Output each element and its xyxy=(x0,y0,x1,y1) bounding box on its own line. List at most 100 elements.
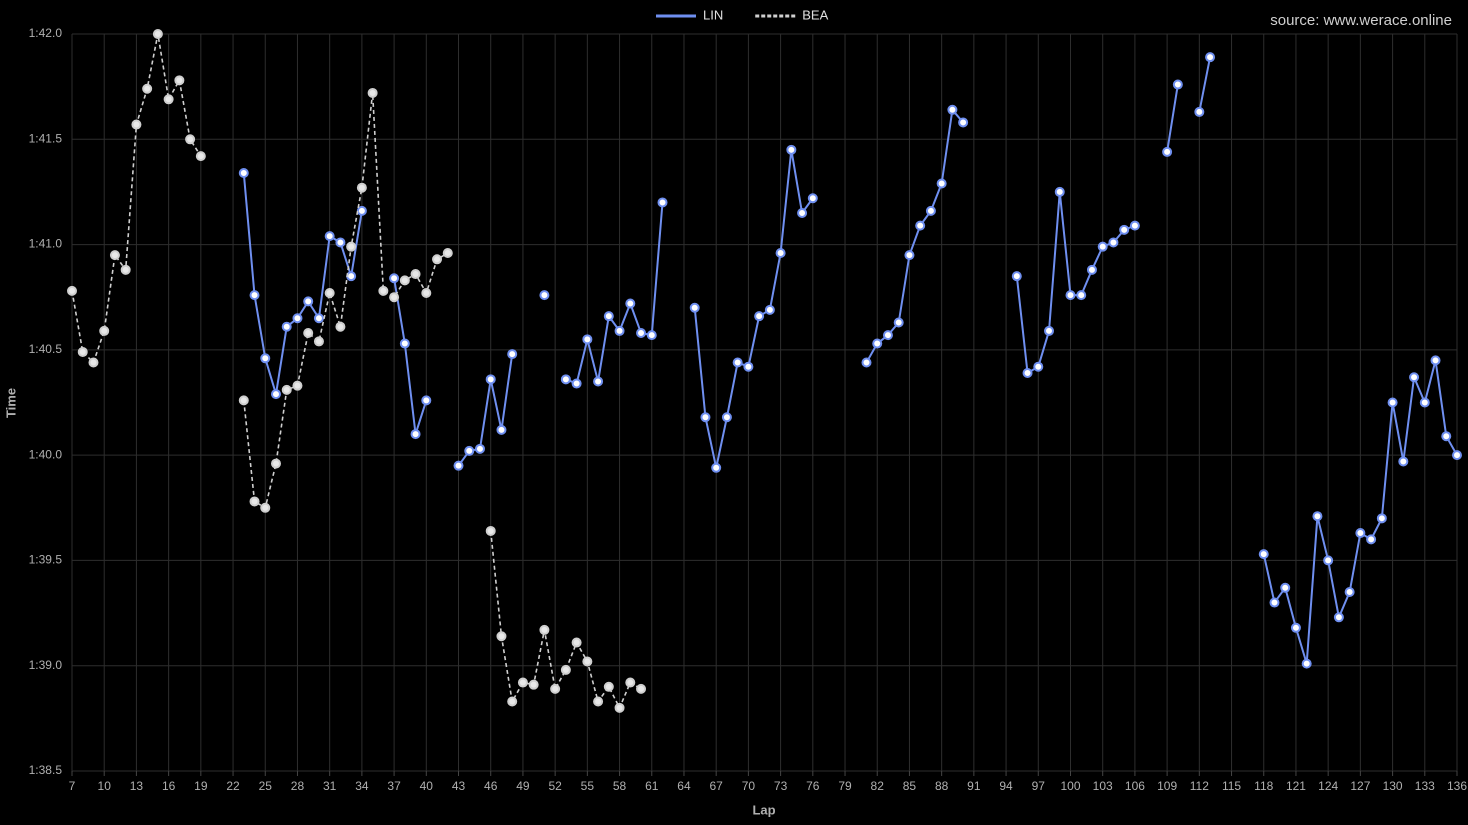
data-point xyxy=(292,313,303,324)
data-point xyxy=(496,631,507,642)
data-point xyxy=(432,254,443,265)
data-point xyxy=(238,167,249,178)
data-point xyxy=(346,241,357,252)
x-tick-label: 97 xyxy=(1032,779,1046,793)
x-tick-label: 22 xyxy=(226,779,240,793)
data-point xyxy=(99,325,110,336)
data-point xyxy=(367,87,378,98)
data-point xyxy=(270,458,281,469)
data-point xyxy=(292,380,303,391)
data-point xyxy=(163,94,174,105)
x-tick-label: 34 xyxy=(355,779,369,793)
x-tick-label: 118 xyxy=(1254,779,1273,793)
data-point xyxy=(464,445,475,456)
data-point xyxy=(1452,450,1462,461)
data-point xyxy=(1033,361,1044,372)
data-point xyxy=(485,525,496,536)
x-tick-label: 58 xyxy=(613,779,627,793)
x-tick-label: 25 xyxy=(259,779,273,793)
series-line xyxy=(242,56,1458,664)
y-tick-label: 1:40.0 xyxy=(29,447,63,461)
data-point xyxy=(303,296,314,307)
y-tick-label: 1:38.5 xyxy=(29,763,63,777)
data-point xyxy=(603,311,614,322)
data-point xyxy=(636,683,647,694)
data-point xyxy=(1205,52,1216,63)
data-point xyxy=(389,292,400,303)
x-tick-label: 7 xyxy=(69,779,76,793)
data-point xyxy=(625,298,636,309)
data-point xyxy=(1108,237,1119,248)
data-point xyxy=(1086,264,1097,275)
data-point xyxy=(721,412,732,423)
x-tick-label: 10 xyxy=(98,779,112,793)
data-point xyxy=(378,285,389,296)
x-tick-label: 52 xyxy=(548,779,562,793)
data-point xyxy=(560,374,571,385)
data-point xyxy=(582,334,593,345)
data-point xyxy=(550,683,561,694)
data-point xyxy=(614,325,625,336)
x-tick-label: 124 xyxy=(1318,779,1338,793)
data-point xyxy=(539,290,550,301)
data-point xyxy=(281,384,292,395)
data-point xyxy=(1376,513,1387,524)
data-point xyxy=(507,349,518,360)
data-point xyxy=(185,134,196,145)
data-point xyxy=(1301,658,1312,669)
data-point xyxy=(711,462,722,473)
data-point xyxy=(936,178,947,189)
data-point xyxy=(410,429,421,440)
x-tick-label: 94 xyxy=(999,779,1013,793)
data-point xyxy=(1419,397,1430,408)
data-point xyxy=(1441,431,1452,442)
data-point xyxy=(109,250,120,261)
x-tick-label: 16 xyxy=(162,779,176,793)
x-tick-label: 70 xyxy=(742,779,756,793)
data-point xyxy=(1333,612,1344,623)
data-point xyxy=(754,311,765,322)
data-point xyxy=(335,321,346,332)
x-tick-label: 76 xyxy=(806,779,820,793)
data-point xyxy=(1344,587,1355,598)
x-tick-label: 106 xyxy=(1125,779,1145,793)
data-point xyxy=(958,117,969,128)
data-point xyxy=(238,395,249,406)
data-point xyxy=(786,144,797,155)
data-point xyxy=(1194,106,1205,117)
data-point xyxy=(1065,290,1076,301)
data-point xyxy=(303,328,314,339)
data-point xyxy=(421,288,432,299)
x-tick-label: 109 xyxy=(1157,779,1177,793)
data-point xyxy=(1269,597,1280,608)
data-point xyxy=(485,374,496,385)
data-point xyxy=(925,205,936,216)
data-point xyxy=(335,237,346,248)
data-point xyxy=(915,220,926,231)
source-note: source: www.werace.online xyxy=(1270,12,1452,29)
data-point xyxy=(1172,79,1183,90)
data-point xyxy=(281,321,292,332)
data-point xyxy=(947,104,958,115)
data-point xyxy=(743,361,754,372)
data-point xyxy=(807,193,818,204)
data-point xyxy=(517,677,528,688)
data-point xyxy=(614,702,625,713)
x-tick-label: 121 xyxy=(1286,779,1306,793)
data-point xyxy=(1022,368,1033,379)
x-tick-label: 49 xyxy=(516,779,530,793)
data-point xyxy=(399,338,410,349)
data-point xyxy=(356,205,367,216)
data-point xyxy=(1355,528,1366,539)
legend-label: BEA xyxy=(802,7,828,22)
data-point xyxy=(1387,397,1398,408)
data-point xyxy=(582,656,593,667)
data-point xyxy=(152,29,163,39)
data-point xyxy=(313,336,324,347)
data-point xyxy=(689,302,700,313)
data-point xyxy=(1398,456,1409,467)
data-point xyxy=(249,496,260,507)
data-point xyxy=(421,395,432,406)
x-tick-label: 37 xyxy=(387,779,401,793)
